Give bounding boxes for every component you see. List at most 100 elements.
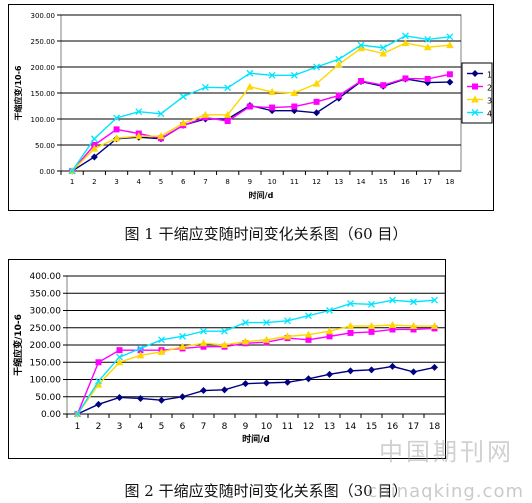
series-6-point	[95, 359, 102, 366]
series-3-point	[290, 89, 299, 96]
series-7-point	[220, 341, 229, 348]
series-4-point	[268, 71, 276, 79]
x-tick-label: 16	[401, 178, 410, 186]
x-tick-label: 16	[387, 422, 399, 432]
series-4-line	[71, 35, 450, 172]
y-tick-label: 50.00	[35, 142, 55, 150]
series-8-point	[347, 300, 354, 308]
x-tick-label: 3	[117, 422, 123, 432]
series-5-point	[284, 378, 291, 386]
y-tick-label: 300.00	[30, 307, 62, 317]
series-8-point	[263, 319, 270, 327]
y-tick-label: 250.00	[30, 324, 62, 334]
x-tick-label: 1	[70, 178, 74, 186]
series-6-point	[305, 336, 312, 343]
chart-60-mesh: 0.00 50.00 100.00 150.00 200.00 250.00 300.00 1…	[13, 12, 493, 200]
series-8-point	[95, 377, 102, 385]
y-tick-label: 200.00	[31, 64, 56, 72]
series-7	[73, 320, 439, 417]
series-3-point	[90, 144, 99, 152]
series-2-point	[358, 78, 364, 85]
series-5-point	[221, 386, 228, 394]
legend-item-2: 2	[467, 83, 492, 93]
legend-label: 4	[487, 110, 492, 119]
series-3-point	[246, 82, 254, 90]
figure-2-caption: 图 2 干缩应变随时间变化关系图（30 目）	[124, 482, 408, 500]
y-axis-label: 干缩应变/10-6	[12, 314, 24, 376]
series-5-point	[200, 387, 207, 395]
series-4-point	[113, 114, 121, 122]
series-1-point	[90, 153, 98, 161]
series-7-point	[199, 339, 208, 347]
x-tick-label: 1	[75, 422, 81, 432]
x-tick-label: 15	[379, 178, 388, 186]
x-tick-label: 11	[282, 422, 293, 432]
series-7-point	[346, 322, 355, 330]
series-8-point	[200, 327, 207, 335]
series-7-point	[115, 358, 124, 366]
series-4-point	[224, 84, 232, 92]
series-4-point	[446, 33, 454, 41]
series-5-point	[326, 370, 333, 378]
series-2-point	[424, 75, 431, 82]
series-4-point	[379, 44, 387, 52]
series-2-point	[246, 103, 253, 110]
series-8-point	[242, 319, 249, 327]
x-tick-label: 5	[159, 178, 163, 186]
series-5-point	[179, 393, 186, 401]
x-tick-label: 7	[201, 422, 207, 432]
x-tick-label: 2	[96, 422, 102, 432]
series-7-point	[136, 351, 145, 359]
series-3-point	[423, 43, 432, 51]
legend-marker	[471, 109, 479, 116]
series-5-point	[389, 362, 396, 370]
series-6-point	[116, 347, 123, 354]
series-8	[74, 296, 438, 418]
series-8-point	[137, 344, 144, 352]
series-3-point	[357, 44, 365, 52]
series-3-point	[334, 60, 343, 68]
series-5-point	[347, 367, 354, 375]
series-4-point	[179, 93, 187, 101]
series-4-point	[157, 110, 165, 118]
series-8-point	[410, 298, 417, 306]
series-7-point	[283, 332, 292, 340]
series-5-point	[368, 366, 375, 374]
series-1-line	[71, 78, 450, 172]
series-8-point	[368, 300, 375, 308]
x-tick-label: 8	[225, 178, 229, 186]
chart-30-mesh: 0.00 50.00 100.00 150.00 200.00 250.00 300.00 3…	[12, 272, 478, 445]
series-7-point	[367, 322, 376, 330]
x-tick-label: 3	[114, 178, 118, 186]
x-tick-label: 10	[261, 422, 273, 432]
series-2-point	[402, 75, 409, 82]
x-tick-label: 15	[366, 422, 377, 432]
x-tick-label: 5	[159, 422, 165, 432]
x-tick-label: 14	[357, 178, 366, 186]
x-tick-label: 17	[423, 178, 432, 186]
series-3-point	[379, 49, 388, 57]
legend-marker	[471, 95, 479, 103]
y-tick-label: 300.00	[31, 12, 56, 20]
x-tick-label: 13	[334, 178, 343, 186]
series-7-point	[241, 337, 250, 345]
chart-panel-30-mesh: 0.00 50.00 100.00 150.00 200.00 250.00 300.00 3…	[8, 259, 478, 459]
watermark-url: chinaqking.com	[367, 481, 524, 502]
series-4-point	[290, 71, 298, 79]
x-tick-label: 7	[203, 178, 207, 186]
series-2-line	[71, 73, 451, 172]
series-4-point	[90, 135, 98, 143]
series-2-point	[446, 71, 453, 78]
y-tick-label: 150.00	[31, 90, 56, 98]
series-7-point	[430, 322, 439, 330]
x-tick-label: 4	[137, 178, 142, 186]
series-2-point	[224, 118, 231, 125]
y-tick-label: 0.00	[39, 168, 55, 176]
series-5-point	[242, 380, 249, 388]
series-5-point	[305, 375, 312, 383]
series-8-point	[431, 296, 438, 304]
series-3-point	[134, 132, 143, 140]
legend-label: 1	[487, 71, 492, 80]
x-tick-label: 11	[290, 178, 299, 186]
series-7-point	[325, 327, 334, 335]
